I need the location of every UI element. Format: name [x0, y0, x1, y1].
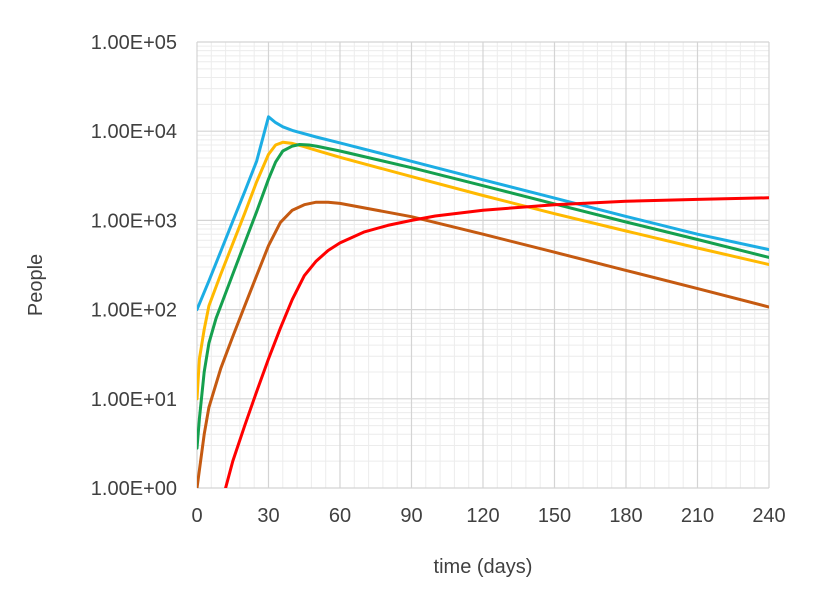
- series-lines: [197, 115, 769, 488]
- x-tick-label: 90: [400, 505, 422, 527]
- y-tick-label: 1.00E+01: [91, 389, 177, 411]
- major-gridlines: [196, 41, 770, 489]
- x-tick-label: 0: [191, 505, 202, 527]
- y-axis-title: People: [25, 254, 47, 316]
- minor-gridlines: [197, 42, 769, 488]
- x-tick-label: 30: [257, 505, 279, 527]
- x-axis-title: time (days): [434, 556, 533, 578]
- y-tick-label: 1.00E+00: [91, 478, 177, 500]
- series-line-brown: [197, 200, 769, 488]
- series-line-green: [197, 143, 769, 450]
- x-tick-label: 120: [466, 505, 499, 527]
- x-tick-label: 240: [752, 505, 785, 527]
- series-line-red: [224, 196, 769, 488]
- y-tick-label: 1.00E+03: [91, 210, 177, 232]
- x-tick-label: 180: [609, 505, 642, 527]
- y-tick-label: 1.00E+04: [91, 121, 177, 143]
- y-axis-tick-labels: 1.00E+00 1.00E+01 1.00E+02 1.00E+03 1.00E+04…: [91, 32, 177, 500]
- x-axis-tick-labels: 0 30 60 90 120 150 180 210 240: [191, 505, 785, 527]
- series-line-blue: [197, 115, 769, 312]
- y-tick-label: 1.00E+02: [91, 300, 177, 322]
- x-tick-label: 150: [538, 505, 571, 527]
- x-tick-label: 60: [329, 505, 351, 527]
- x-tick-label: 210: [681, 505, 714, 527]
- y-tick-label: 1.00E+05: [91, 32, 177, 54]
